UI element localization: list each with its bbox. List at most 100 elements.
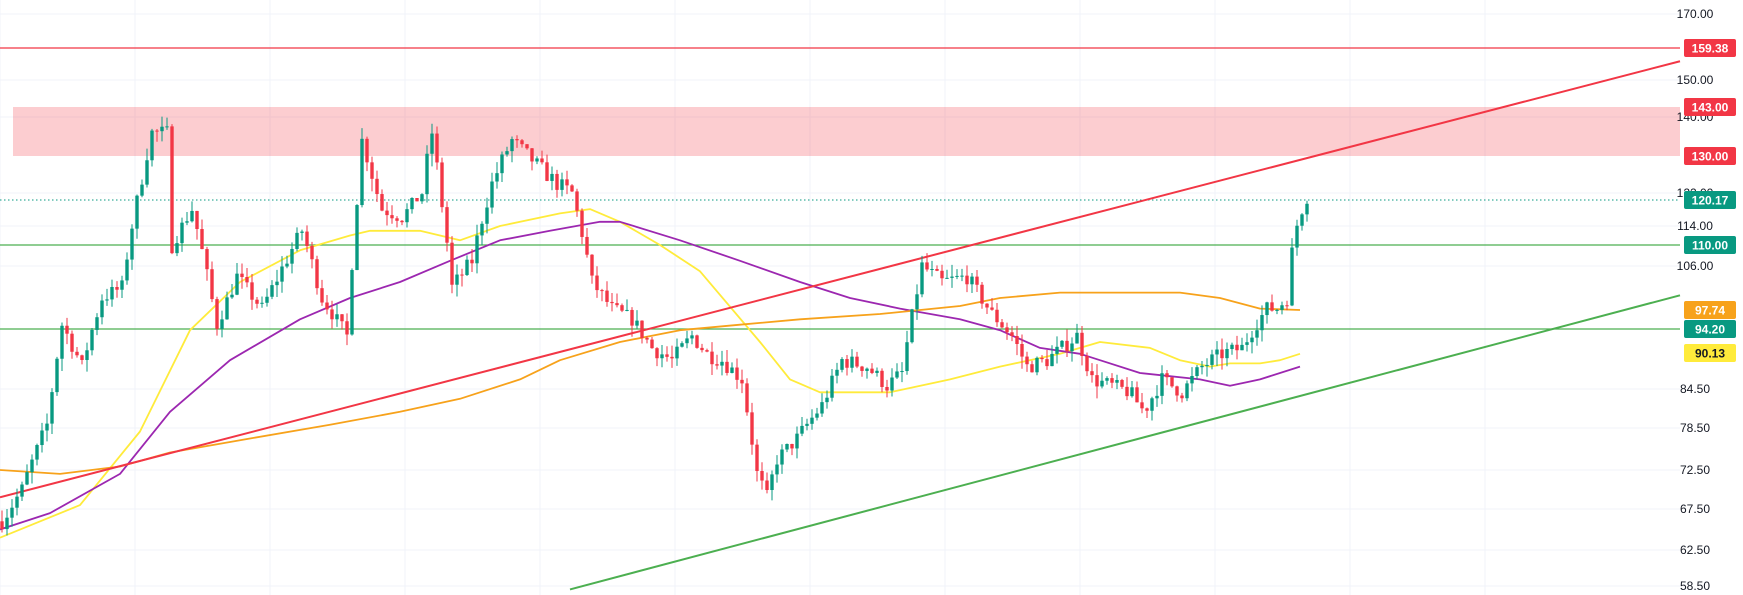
candle-body: [45, 423, 49, 431]
candle-body: [860, 366, 864, 371]
candle-body: [270, 285, 274, 297]
candle-body: [540, 158, 544, 163]
candle-body: [785, 443, 789, 450]
candle-body: [1120, 380, 1124, 387]
candle-body: [405, 209, 409, 223]
candle-body: [1005, 327, 1009, 333]
candle-body: [1290, 247, 1294, 306]
candle-body: [1050, 353, 1054, 367]
candle-body: [505, 151, 509, 155]
candle-body: [715, 364, 719, 366]
candle-body: [35, 445, 39, 460]
candle-body: [365, 138, 369, 163]
candle-body: [300, 231, 304, 233]
candle-body: [1295, 225, 1299, 248]
candle-body: [325, 302, 329, 310]
candle-body: [1165, 373, 1169, 378]
candle-body: [885, 386, 889, 391]
candle-body: [315, 259, 319, 289]
candle-body: [250, 282, 254, 300]
candle-body: [685, 338, 689, 344]
candle-body: [875, 370, 879, 373]
candle-body: [630, 309, 634, 326]
candle-body: [1010, 332, 1014, 337]
moving-average-line: [0, 291, 1301, 475]
candle-body: [100, 300, 104, 318]
candle-body: [555, 173, 559, 190]
candle-body: [775, 464, 779, 475]
moving-average-line: [0, 220, 1301, 531]
candle-body: [485, 207, 489, 224]
candle-body: [440, 162, 444, 208]
candle-body: [175, 243, 179, 254]
candle-body: [125, 259, 129, 281]
candle-body: [235, 273, 239, 295]
candle-body: [205, 249, 209, 270]
candle-body: [560, 179, 564, 190]
candle-body: [870, 368, 874, 373]
candle-body: [805, 423, 809, 426]
candle-body: [970, 276, 974, 285]
candle-body: [1215, 349, 1219, 355]
candle-body: [795, 433, 799, 449]
candle-body: [890, 377, 894, 391]
candle-body: [825, 397, 829, 403]
axis-tick-label: 114.00: [1677, 219, 1713, 233]
trendline: [569, 294, 1681, 591]
candle-body: [1135, 387, 1139, 403]
candle-body: [50, 392, 54, 424]
candle-body: [1145, 408, 1149, 411]
trendlines: [0, 60, 1681, 591]
candle-body: [215, 299, 219, 329]
candle-body: [755, 444, 759, 472]
candle-body: [1275, 309, 1279, 311]
price-axis[interactable]: 170.00150.00140.00122.00114.00106.0084.5…: [1677, 7, 1714, 593]
candles: [0, 116, 1309, 536]
candle-body: [600, 290, 604, 292]
candle-body: [1140, 402, 1144, 409]
candle-body: [340, 314, 344, 322]
candle-body: [920, 262, 924, 295]
candle-body: [990, 307, 994, 310]
candle-body: [225, 297, 229, 320]
candle-body: [200, 229, 204, 250]
candle-body: [0, 521, 4, 530]
candle-body: [855, 356, 859, 367]
candle-body: [80, 355, 84, 360]
price-label-box: [1684, 236, 1736, 254]
candle-body: [1280, 305, 1284, 310]
candle-body: [255, 299, 259, 304]
candle-body: [880, 370, 884, 387]
price-label-text: 94.20: [1695, 323, 1725, 337]
candle-body: [65, 325, 69, 334]
candle-body: [760, 471, 764, 481]
price-label-text: 110.00: [1692, 239, 1728, 253]
candle-body: [1175, 386, 1179, 396]
candle-body: [645, 337, 649, 340]
candle-body: [320, 288, 324, 303]
candle-body: [1090, 371, 1094, 376]
candle-body: [1255, 330, 1259, 338]
candle-body: [450, 242, 454, 285]
axis-tick-label: 170.00: [1677, 7, 1714, 21]
candle-body: [220, 319, 224, 329]
candle-body: [75, 351, 79, 356]
candle-body: [545, 162, 549, 181]
candle-body: [830, 375, 834, 398]
candle-body: [400, 220, 404, 223]
candle-body: [580, 210, 584, 237]
candle-body: [740, 379, 744, 384]
candle-body: [470, 259, 474, 264]
candle-body: [1150, 398, 1154, 411]
candle-body: [640, 320, 644, 338]
candle-body: [455, 274, 459, 285]
candle-body: [430, 133, 434, 154]
resistance-zone: [13, 107, 1680, 156]
candle-body: [905, 342, 909, 372]
grid: [0, 0, 1680, 595]
candle-body: [550, 173, 554, 181]
axis-tick-label: 106.00: [1677, 259, 1714, 273]
candle-body: [1105, 378, 1109, 381]
candle-body: [780, 449, 784, 465]
